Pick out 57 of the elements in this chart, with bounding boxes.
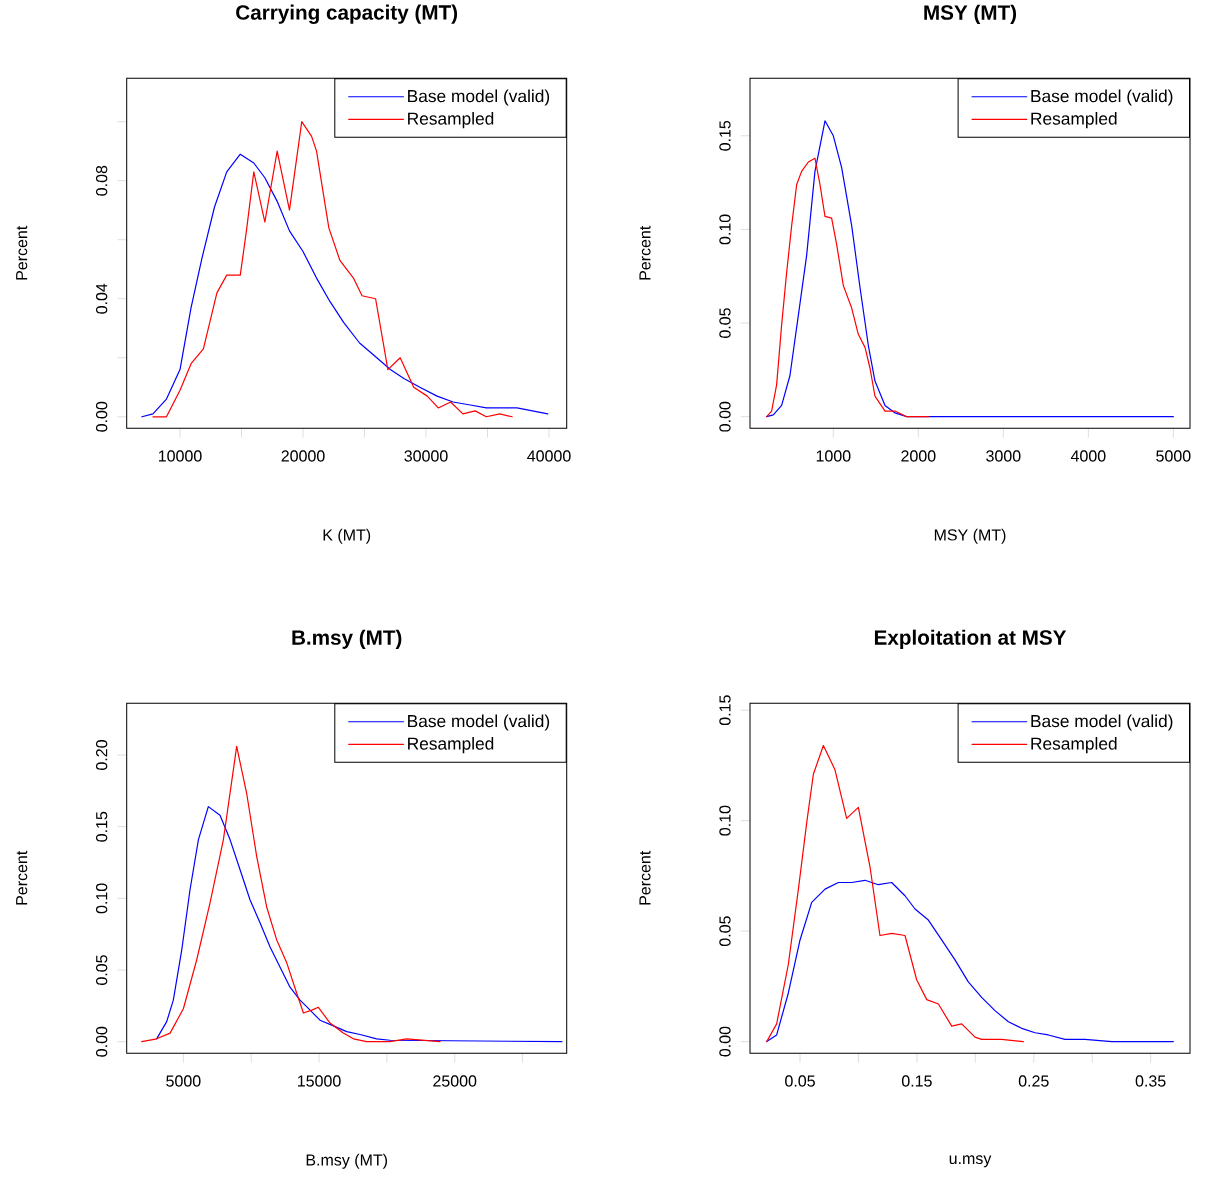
legend-label: Base model (valid) [1031,714,1173,731]
x-tick-label: 0.35 [1135,1075,1166,1087]
line-series [141,153,549,418]
y-tick-label: 0.05 [719,916,731,947]
y-tick-label: 0.10 [719,805,731,836]
x-tick-label: 2000 [901,450,936,462]
y-tick-label: 0.04 [96,283,108,314]
legend-label: Resampled [408,737,494,754]
y-tick-label: 0.00 [96,401,108,432]
y-tick-label: 0.15 [96,811,108,842]
y-axis-title: Percent [639,850,651,905]
line-series [766,879,1174,1043]
legend-label: Base model (valid) [1031,89,1173,106]
y-tick-label: 0.08 [96,165,108,196]
x-tick-label: 0.15 [901,1075,932,1087]
x-tick-label: 0.25 [1018,1075,1049,1087]
x-tick-label: 3000 [986,450,1021,462]
y-tick-label: 0.15 [719,695,731,726]
x-tick-label: 20000 [281,450,325,462]
x-axis-title: u.msy [949,1155,992,1168]
chart-title: Carrying capacity (MT) [236,4,458,24]
legend-label: Resampled [408,112,494,129]
x-tick-label: 15000 [298,1075,341,1087]
y-tick-label: 0.00 [96,1026,108,1057]
y-tick-label: 0.05 [719,308,731,338]
x-tick-label: 5000 [166,1075,201,1087]
legend-label: Base model (valid) [408,89,550,106]
x-axis-title: MSY (MT) [934,528,1006,544]
y-tick-label: 0.10 [719,214,731,245]
legend-label: Resampled [1031,737,1117,754]
x-tick-label: 5000 [1156,450,1191,462]
line-series [766,744,1024,1043]
line-series [156,806,563,1043]
y-tick-label: 0.05 [96,955,108,985]
line-series [766,157,929,418]
y-tick-label: 0.10 [96,883,108,914]
chart-title: B.msy (MT) [292,629,402,649]
y-axis-title: Percent [639,225,651,280]
x-tick-label: 4000 [1070,450,1106,462]
chart-title: MSY (MT) [924,4,1017,24]
x-tick-label: 30000 [404,450,448,462]
x-tick-label: 10000 [158,450,202,462]
legend-label: Resampled [1031,112,1117,129]
x-tick-label: 25000 [433,1075,477,1087]
x-tick-label: 1000 [816,450,851,462]
x-axis-title: B.msy (MT) [306,1153,388,1169]
y-tick-label: 0.15 [719,120,731,151]
y-axis-title: Percent [16,850,28,905]
y-tick-label: 0.20 [96,740,108,770]
chart-title: Exploitation at MSY [874,629,1067,649]
legend-label: Base model (valid) [408,714,550,731]
x-axis-title: K (MT) [323,528,371,544]
x-tick-label: 40000 [527,450,571,462]
x-tick-label: 0.05 [785,1075,815,1087]
y-axis-title: Percent [16,225,28,280]
y-tick-label: 0.00 [719,1026,731,1057]
y-tick-label: 0.00 [719,401,731,432]
